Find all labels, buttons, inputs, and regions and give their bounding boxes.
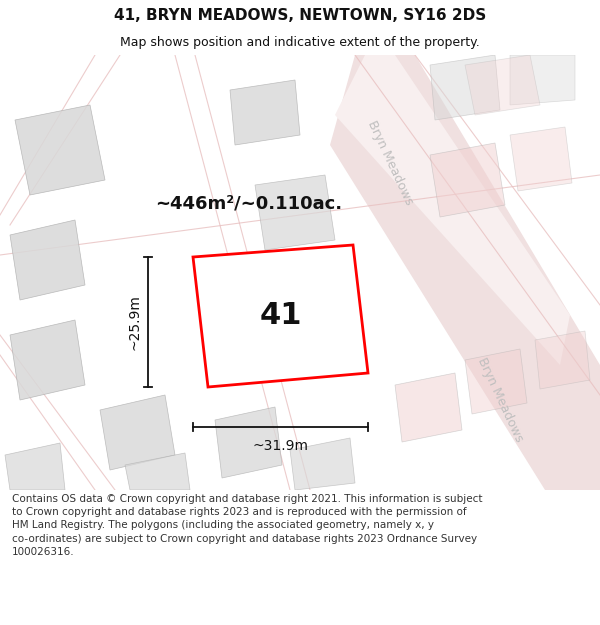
Text: 41, BRYN MEADOWS, NEWTOWN, SY16 2DS: 41, BRYN MEADOWS, NEWTOWN, SY16 2DS — [114, 8, 486, 23]
Polygon shape — [10, 320, 85, 400]
Polygon shape — [290, 438, 355, 490]
Polygon shape — [5, 443, 65, 490]
Polygon shape — [10, 220, 85, 300]
Text: Bryn Meadows: Bryn Meadows — [475, 356, 525, 444]
Text: Map shows position and indicative extent of the property.: Map shows position and indicative extent… — [120, 36, 480, 49]
Polygon shape — [193, 245, 368, 387]
Text: Bryn Meadows: Bryn Meadows — [365, 119, 415, 208]
Polygon shape — [255, 175, 335, 250]
Text: Contains OS data © Crown copyright and database right 2021. This information is : Contains OS data © Crown copyright and d… — [12, 494, 482, 557]
Polygon shape — [100, 395, 175, 470]
Polygon shape — [465, 349, 527, 414]
Text: ~446m²/~0.110ac.: ~446m²/~0.110ac. — [155, 194, 342, 212]
Polygon shape — [335, 55, 570, 365]
Polygon shape — [395, 373, 462, 442]
Polygon shape — [330, 55, 600, 490]
Polygon shape — [430, 143, 505, 217]
Polygon shape — [465, 55, 540, 115]
Polygon shape — [215, 407, 282, 478]
Polygon shape — [510, 55, 575, 105]
Text: ~31.9m: ~31.9m — [253, 439, 308, 453]
Polygon shape — [535, 331, 590, 389]
Polygon shape — [15, 105, 105, 195]
Polygon shape — [510, 127, 572, 191]
Text: 41: 41 — [259, 301, 302, 330]
Polygon shape — [230, 80, 300, 145]
Text: ~25.9m: ~25.9m — [128, 294, 142, 350]
Polygon shape — [430, 55, 500, 120]
Polygon shape — [125, 453, 190, 490]
